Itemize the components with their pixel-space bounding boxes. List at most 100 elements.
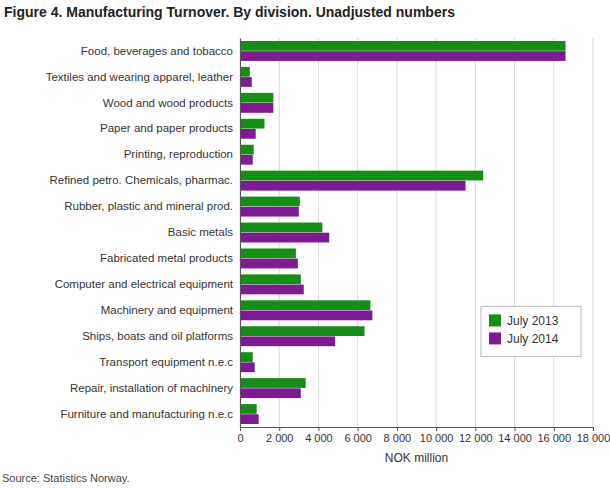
tick-mark bbox=[358, 427, 359, 431]
tick: Wood and wood products bbox=[103, 97, 240, 109]
category-label: Paper and paper products bbox=[100, 122, 233, 134]
tick-label: 10 000 bbox=[420, 432, 454, 444]
plot: 0 2 000 4 000 6 000 8 000 10 000 12 000 14 000 1… bbox=[46, 38, 610, 444]
bar bbox=[240, 171, 483, 181]
bar bbox=[240, 285, 304, 295]
tick: 10 000 bbox=[420, 427, 454, 444]
category-label: Ships, boats and oil platforms bbox=[82, 330, 233, 342]
tick-label: 14 000 bbox=[498, 432, 532, 444]
grid bbox=[240, 38, 593, 427]
bar bbox=[240, 103, 273, 113]
axis-line bbox=[241, 427, 594, 428]
tick-mark bbox=[318, 427, 319, 431]
tick-mark bbox=[240, 427, 241, 431]
grid-line bbox=[240, 38, 241, 427]
category-label: Computer and electrical equipment bbox=[55, 278, 234, 290]
bar bbox=[240, 388, 301, 398]
bar bbox=[240, 362, 255, 372]
bar bbox=[240, 77, 252, 87]
bar bbox=[240, 259, 298, 269]
grid-line bbox=[396, 38, 397, 427]
tick: Transport equipment n.e.c bbox=[99, 356, 240, 368]
grid-line bbox=[593, 38, 594, 427]
bar bbox=[240, 404, 257, 414]
tick: 8 000 bbox=[384, 427, 412, 444]
bar bbox=[240, 51, 566, 61]
legend-item: July 2013 bbox=[489, 314, 559, 328]
category-label: Transport equipment n.e.c bbox=[99, 356, 233, 368]
bar bbox=[240, 378, 306, 388]
tick: Ships, boats and oil platforms bbox=[82, 330, 240, 342]
bar bbox=[240, 207, 299, 217]
y-axis: Food, beverages and tobacco Textiles and … bbox=[46, 39, 241, 428]
bar bbox=[240, 119, 265, 129]
bar bbox=[240, 233, 329, 243]
tick: Basic metals bbox=[168, 226, 240, 238]
tick: 6 000 bbox=[344, 427, 372, 444]
legend-swatch bbox=[489, 332, 501, 344]
bar bbox=[240, 274, 301, 284]
tick: 4 000 bbox=[305, 427, 333, 444]
tick-mark bbox=[397, 427, 398, 431]
tick-mark bbox=[436, 427, 437, 431]
tick: 18 000 bbox=[577, 427, 610, 444]
category-label: Printing, reproduction bbox=[124, 148, 233, 160]
bars bbox=[240, 41, 566, 424]
series bbox=[240, 51, 566, 424]
bar bbox=[240, 197, 300, 207]
bar bbox=[240, 336, 335, 346]
tick: Refined petro. Chemicals, pharmac. bbox=[50, 174, 240, 186]
tick: 2 000 bbox=[266, 427, 294, 444]
tick: 16 000 bbox=[537, 427, 571, 444]
axis-title: NOK million bbox=[385, 451, 448, 465]
category-label: Food, beverages and tobacco bbox=[81, 45, 233, 57]
chart: Figure 4. Manufacturing Turnover. By div… bbox=[0, 0, 610, 488]
grid-line bbox=[436, 38, 437, 427]
grid-line bbox=[514, 38, 515, 427]
tick-mark bbox=[554, 427, 555, 431]
tick: Food, beverages and tobacco bbox=[81, 45, 240, 57]
tick: Furniture and manufacturing n.e.c bbox=[60, 408, 240, 420]
tick-label: 2 000 bbox=[266, 432, 294, 444]
tick-label: 16 000 bbox=[537, 432, 571, 444]
legend-item: July 2014 bbox=[489, 332, 559, 346]
grid-line bbox=[279, 38, 280, 427]
tick-mark bbox=[515, 427, 516, 431]
bar bbox=[240, 129, 256, 139]
tick: Textiles and wearing apparel, leather bbox=[46, 71, 240, 83]
bar bbox=[240, 145, 254, 155]
tick-mark bbox=[279, 427, 280, 431]
grid-line bbox=[553, 38, 554, 427]
category-label: Furniture and manufacturing n.e.c bbox=[60, 408, 233, 420]
tick: 0 bbox=[237, 427, 243, 444]
tick: Machinery and equipment bbox=[101, 304, 240, 316]
tick-label: 8 000 bbox=[384, 432, 412, 444]
category-label: Repair, installation of machinery bbox=[70, 382, 233, 394]
tick-label: 6 000 bbox=[344, 432, 372, 444]
bar bbox=[240, 414, 259, 424]
legend-box bbox=[481, 306, 581, 356]
bar bbox=[240, 248, 296, 258]
grid-line bbox=[475, 38, 476, 427]
category-label: Wood and wood products bbox=[103, 97, 233, 109]
bar bbox=[240, 181, 466, 191]
series bbox=[240, 41, 566, 414]
grid-line bbox=[357, 38, 358, 427]
legend-swatch bbox=[489, 314, 501, 326]
tick: Computer and electrical equipment bbox=[55, 278, 240, 290]
tick: 14 000 bbox=[498, 427, 532, 444]
tick-label: 0 bbox=[237, 432, 243, 444]
tick: Repair, installation of machinery bbox=[70, 382, 240, 394]
x-axis: 0 2 000 4 000 6 000 8 000 10 000 12 000 14 000 1… bbox=[237, 427, 610, 444]
bar bbox=[240, 326, 365, 336]
tick-label: 12 000 bbox=[459, 432, 493, 444]
tick: Printing, reproduction bbox=[124, 148, 240, 160]
bar bbox=[240, 352, 253, 362]
bar bbox=[240, 223, 322, 233]
bar bbox=[240, 155, 253, 165]
title: Figure 4. Manufacturing Turnover. By div… bbox=[4, 4, 455, 20]
bar bbox=[240, 41, 566, 51]
grid-line bbox=[318, 38, 319, 427]
tick-mark bbox=[593, 427, 594, 431]
tick: Fabricated metal products bbox=[100, 252, 240, 264]
